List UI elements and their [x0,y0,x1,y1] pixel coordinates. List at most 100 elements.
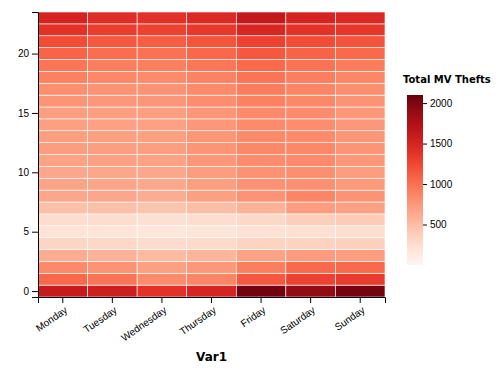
y-tick: 5 [23,226,38,237]
x-axis-line [39,298,386,304]
cell [236,285,286,297]
cell [88,119,138,131]
cell [187,95,237,107]
cell [286,95,336,107]
cell [137,119,187,131]
cell [286,131,336,143]
cell [236,155,286,167]
cell [88,226,138,238]
cell [187,273,237,285]
cell [335,261,385,273]
cell [38,202,88,214]
cell [236,12,286,24]
cell [286,71,336,83]
chart: MondayTuesdayWednesdayThursdayFridaySatu… [0,0,500,369]
cell [88,143,138,155]
cell [335,131,385,143]
cell [236,71,286,83]
cell [38,238,88,250]
cell [38,178,88,190]
x-axis-title: Var1 [196,350,227,364]
cell [187,24,237,36]
y-tick-label: 5 [23,226,29,237]
colorbar-tick-mark [423,184,427,185]
colorbar-tick-label: 2000 [430,98,453,109]
cell [335,190,385,202]
cell [38,60,88,72]
colorbar-axis: 500100015002000 [423,98,453,230]
cell [335,119,385,131]
y-tick-mark [32,172,38,173]
cell [236,273,286,285]
colorbar-tick-mark [423,103,427,104]
cell [236,107,286,119]
cell [335,83,385,95]
cell [38,107,88,119]
cell [137,71,187,83]
cell [286,226,336,238]
x-tick-label: Friday [238,304,267,329]
cell [236,83,286,95]
cell [88,238,138,250]
y-tick-mark [32,291,38,292]
colorbar [407,95,423,265]
x-tick: Thursday [178,297,218,337]
x-tick-mark [360,297,361,303]
cell [335,214,385,226]
x-tick-label: Sunday [333,304,367,332]
cell [137,250,187,262]
cell [236,190,286,202]
cell [187,36,237,48]
cell [137,261,187,273]
y-axis-line [32,13,39,298]
x-tick-label: Saturday [278,304,317,336]
cell [236,178,286,190]
cell [236,95,286,107]
cell [187,48,237,60]
cell [236,202,286,214]
cell [335,36,385,48]
cell [88,202,138,214]
cell [187,178,237,190]
x-tick-mark [261,297,262,303]
cell [137,273,187,285]
cell [38,131,88,143]
cell [137,83,187,95]
cell [88,71,138,83]
cell [286,178,336,190]
x-tick-label: Tuesday [81,304,118,335]
colorbar-tick-label: 1500 [430,138,453,149]
cell [137,12,187,24]
cell [286,202,336,214]
cell [286,214,336,226]
cell [335,60,385,72]
cell [38,273,88,285]
colorbar-tick: 500 [423,219,447,230]
cell [137,285,187,297]
x-tick-label: Monday [34,304,69,333]
cell [38,12,88,24]
cell [335,107,385,119]
cell [187,71,237,83]
cell [38,24,88,36]
x-tick-mark [161,297,162,303]
x-tick-mark [112,297,113,303]
cell [236,166,286,178]
y-tick-label: 15 [18,108,30,119]
cell [88,190,138,202]
cell [137,202,187,214]
y-tick-label: 0 [23,286,29,297]
y-tick-mark [32,232,38,233]
x-tick: Tuesday [81,297,118,335]
y-tick-mark [32,113,38,114]
cell [286,285,336,297]
cell [137,166,187,178]
cell [286,12,336,24]
cell [335,250,385,262]
cell [187,60,237,72]
plot: MondayTuesdayWednesdayThursdayFridaySatu… [18,12,386,343]
x-tick: Sunday [333,297,367,333]
cell [38,261,88,273]
cell [38,250,88,262]
cell [236,238,286,250]
